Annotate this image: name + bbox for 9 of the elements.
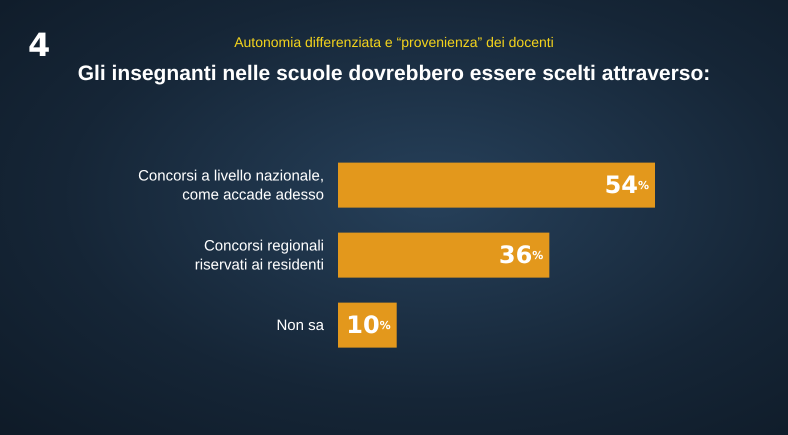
chart-title: Gli insegnanti nelle scuole dovrebbero essere scelti attraverso: — [78, 62, 710, 85]
data-label: 54% — [604, 171, 649, 200]
text: 4 — [28, 26, 50, 64]
data-label: 10% — [346, 311, 391, 340]
chart-subtitle: Autonomia differenziata e “provenienza” dei docenti — [234, 34, 554, 50]
y-tick-label: Non sa — [276, 316, 325, 334]
y-tick-label: Concorsi a livello nazionale, come accade adesso — [138, 167, 324, 203]
y-tick-label: Concorsi regionali riservati ai residenti — [194, 237, 324, 273]
data-label: 36% — [498, 241, 544, 270]
